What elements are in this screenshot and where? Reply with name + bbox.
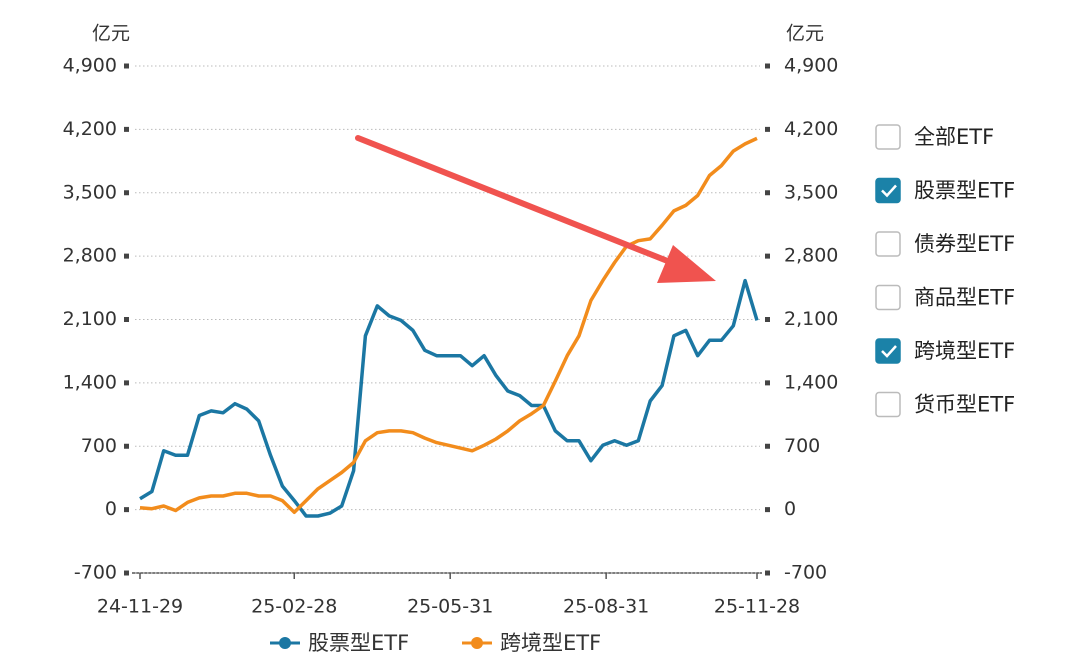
y2-tick-label: 2,800 xyxy=(784,245,838,267)
y2-tick-label: 3,500 xyxy=(784,181,838,203)
y-tick-label: -700 xyxy=(74,562,117,584)
y-tick-mark xyxy=(124,570,129,576)
y-tick-mark xyxy=(124,443,129,449)
filter-option[interactable]: 商品型ETF xyxy=(875,284,1015,311)
y-tick-label: 700 xyxy=(81,435,117,457)
x-tick-label: 25-02-28 xyxy=(251,596,337,618)
y2-tick-mark xyxy=(765,253,770,259)
y2-tick-label: 2,100 xyxy=(784,308,838,330)
checkbox[interactable] xyxy=(875,284,901,311)
y-tick-label: 2,800 xyxy=(63,245,117,267)
y2-tick-mark xyxy=(765,443,770,449)
filter-label: 货币型ETF xyxy=(914,393,1015,417)
y2-tick-mark xyxy=(765,507,770,513)
filter-option[interactable]: 货币型ETF xyxy=(875,391,1015,418)
arrow-shaft xyxy=(355,135,673,265)
y2-tick-label: -700 xyxy=(784,562,827,584)
y-tick-label: 3,500 xyxy=(63,181,117,203)
checkbox[interactable] xyxy=(875,338,901,364)
y-tick-label: 2,100 xyxy=(63,308,117,330)
y-tick-label: 0 xyxy=(105,498,117,520)
y-tick-label: 4,900 xyxy=(63,55,117,77)
annotation-arrow xyxy=(355,135,716,283)
legend-label: 跨境型ETF xyxy=(500,631,601,655)
filter-label: 股票型ETF xyxy=(914,179,1015,203)
y-tick-label: 1,400 xyxy=(63,371,117,393)
y-tick-mark xyxy=(124,507,129,513)
legend-marker xyxy=(471,637,483,649)
y2-tick-label: 4,200 xyxy=(784,118,838,140)
y2-tick-mark xyxy=(765,380,770,386)
filter-label: 跨境型ETF xyxy=(914,339,1015,363)
filter-option[interactable]: 债券型ETF xyxy=(875,231,1015,257)
x-tick-label: 24-11-29 xyxy=(97,596,183,618)
y-tick-mark xyxy=(124,253,129,259)
checkbox[interactable] xyxy=(875,391,901,418)
y2-tick-label: 0 xyxy=(784,498,796,520)
y2-tick-mark xyxy=(765,570,770,576)
arrow-head xyxy=(657,245,716,283)
y2-tick-label: 700 xyxy=(784,435,820,457)
filter-label: 债券型ETF xyxy=(914,232,1015,256)
legend-item[interactable]: 跨境型ETF xyxy=(462,631,601,655)
filter-option[interactable]: 股票型ETF xyxy=(875,177,1015,204)
y-tick-mark xyxy=(124,380,129,386)
checkmark xyxy=(881,345,897,358)
y2-tick-label: 4,900 xyxy=(784,55,838,77)
checkbox[interactable] xyxy=(875,124,901,150)
legend-label: 股票型ETF xyxy=(308,631,409,655)
checkmark xyxy=(881,184,897,198)
filter-option[interactable]: 跨境型ETF xyxy=(875,338,1015,364)
filter-label: 商品型ETF xyxy=(914,286,1015,310)
filter-option[interactable]: 全部ETF xyxy=(875,124,994,150)
checkbox[interactable] xyxy=(875,231,901,257)
y-tick-mark xyxy=(124,190,129,196)
filter-list: 全部ETF 股票型ETF 债券型ETF 商品型ETF 跨境型ETF 货币型ETF xyxy=(875,124,1015,418)
y-tick-mark xyxy=(124,63,129,69)
y2-tick-mark xyxy=(765,63,770,69)
x-tick-label: 25-05-31 xyxy=(407,596,493,618)
x-tick-label: 25-08-31 xyxy=(563,596,649,618)
checkbox[interactable] xyxy=(875,177,901,204)
y-tick-mark xyxy=(124,126,129,132)
y2-tick-label: 1,400 xyxy=(784,371,838,393)
y2-unit: 亿元 xyxy=(786,23,824,45)
plot: -700 0 700 1,400 2,100 2,800 3,500 4,200 4,900 -7… xyxy=(63,55,839,618)
series-line xyxy=(139,278,759,518)
filter-label: 全部ETF xyxy=(914,125,994,149)
y-unit: 亿元 xyxy=(92,23,130,45)
x-tick-label: 25-11-28 xyxy=(714,596,800,618)
series-line xyxy=(139,136,758,515)
y2-tick-mark xyxy=(765,317,770,322)
y2-tick-mark xyxy=(765,190,770,196)
y2-tick-mark xyxy=(765,126,770,132)
legend-marker xyxy=(279,637,291,649)
legend-item[interactable]: 股票型ETF xyxy=(270,631,409,655)
y-tick-label: 4,200 xyxy=(63,118,117,140)
y-tick-mark xyxy=(124,317,129,322)
